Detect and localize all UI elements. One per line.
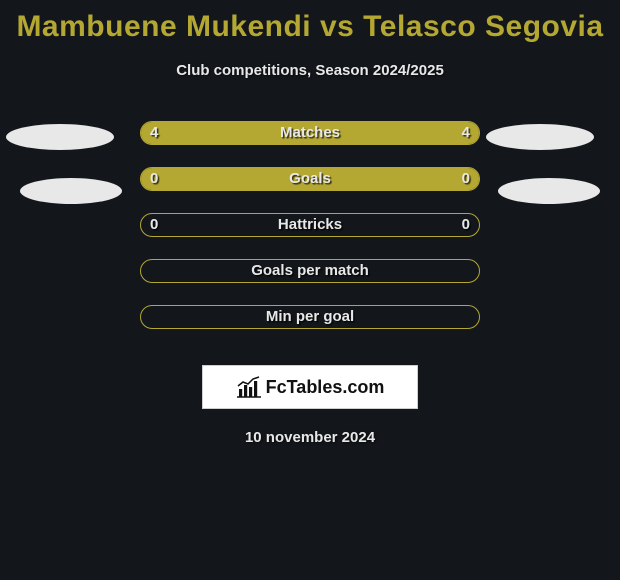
bar-chart-icon [236,376,262,398]
stat-value-right: 4 [462,124,470,141]
avatar-ellipse [498,178,600,204]
stat-row: Hattricks 0 0 [0,213,620,259]
page-title: Mambuene Mukendi vs Telasco Segovia [0,0,620,44]
fctables-logo: FcTables.com [202,365,418,409]
stat-label: Hattricks [278,216,342,233]
stat-row: Min per goal [0,305,620,351]
stat-label: Matches [280,124,340,141]
avatar-ellipse [486,124,594,150]
stat-row: Goals per match [0,259,620,305]
stat-value-right: 0 [462,170,470,187]
stat-value-left: 0 [150,216,158,233]
stat-value-left: 0 [150,170,158,187]
date-text: 10 november 2024 [0,429,620,446]
avatar-ellipse [6,124,114,150]
logo-text: FcTables.com [266,377,385,398]
stat-label: Goals [289,170,331,187]
stat-label: Goals per match [251,262,369,279]
stat-value-left: 4 [150,124,158,141]
stats-container: Matches 4 4 Goals 0 0 Hattricks 0 0 Goals per mat… [0,121,620,351]
stat-bar-fill-right [310,168,479,190]
stat-label: Min per goal [266,308,354,325]
stat-value-right: 0 [462,216,470,233]
avatar-ellipse [20,178,122,204]
subtitle: Club competitions, Season 2024/2025 [0,62,620,79]
stat-bar-fill-left [141,168,310,190]
